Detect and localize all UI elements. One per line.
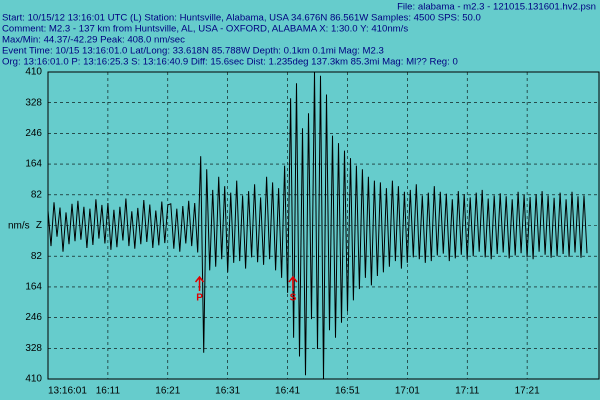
x-tick-label: 17:21	[515, 386, 540, 397]
y-tick-label: 164	[25, 159, 42, 170]
x-tick-label: 17:11	[455, 386, 480, 397]
y-tick-label: 410	[25, 374, 42, 385]
waveform	[47, 71, 588, 380]
arrow	[194, 275, 205, 291]
x-tick-label: 17:01	[395, 386, 420, 397]
y-tick-label: Z	[36, 220, 42, 231]
header-line: Max/Min: 44.37/-42.29 Peak: 408.0 nm/sec	[2, 35, 185, 46]
y-tick-label: 246	[25, 312, 42, 323]
y-tick-label: 410	[25, 67, 42, 78]
x-tick-label: 16:41	[275, 386, 300, 397]
x-tick-label: 16:31	[215, 386, 240, 397]
x-tick-label: 16:21	[155, 386, 180, 397]
x-tick-label: 13:16:01	[48, 386, 87, 397]
y-tick-label: 82	[31, 251, 43, 262]
header-line: Event Time: 10/15 13:16:01.0 Lat/Long: 3…	[2, 46, 384, 57]
x-tick-label: 16:11	[96, 386, 121, 397]
y-axis-label: nm/s	[8, 221, 30, 232]
y-tick-label: 246	[25, 128, 42, 139]
phase-label: P	[196, 293, 203, 304]
y-tick-label: 328	[25, 343, 42, 354]
x-tick-label: 16:51	[335, 386, 360, 397]
y-tick-label: 82	[31, 189, 43, 200]
phase-label: S	[290, 293, 297, 304]
y-tick-label: 164	[25, 282, 42, 293]
file-name: File: alabama - m2.3 - 121015.131601.hv2…	[397, 2, 596, 13]
header-line: Org: 13:16:01.0 P: 13:16:25.3 S: 13:16:4…	[2, 57, 458, 68]
y-tick-label: 328	[25, 97, 42, 108]
arrow	[288, 275, 298, 291]
header-line: Comment: M2.3 - 137 km from Huntsville, …	[2, 24, 408, 35]
header-line: Start: 10/15/12 13:16:01 UTC (L) Station…	[2, 13, 481, 24]
